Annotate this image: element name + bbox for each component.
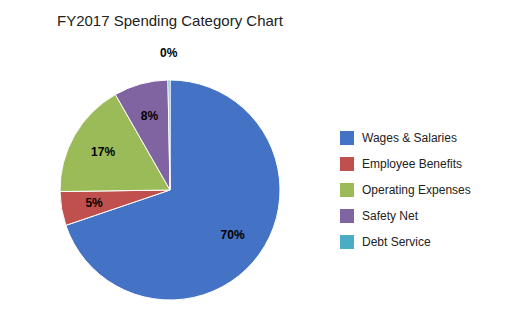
data-label: 0% [160,46,178,60]
slice [60,190,170,225]
data-label: 5% [85,196,103,210]
legend-label: Wages & Salaries [362,131,457,145]
legend-swatch [340,235,354,249]
pie [60,80,280,300]
legend-label: Employee Benefits [362,157,462,171]
legend-label: Safety Net [362,209,419,223]
data-label: 8% [141,109,159,123]
chart: FY2017 Spending Category Chart 70% 5% 17% 8%… [0,0,520,333]
legend-swatch [340,183,354,197]
title: FY2017 Spending Category Chart [57,12,284,29]
data-labels: 70% 5% 17% 8% 0% [85,46,244,242]
legend-label: Operating Expenses [362,183,471,197]
legend-swatch [340,209,354,223]
legend-swatch [340,157,354,171]
data-label: 17% [91,145,115,159]
legend-label: Debt Service [362,235,431,249]
legend-swatch [340,131,354,145]
slice [115,80,170,190]
slice [168,80,170,190]
data-label: 70% [221,228,245,242]
legend: Wages & Salaries Employee Benefits Operati… [340,131,471,249]
